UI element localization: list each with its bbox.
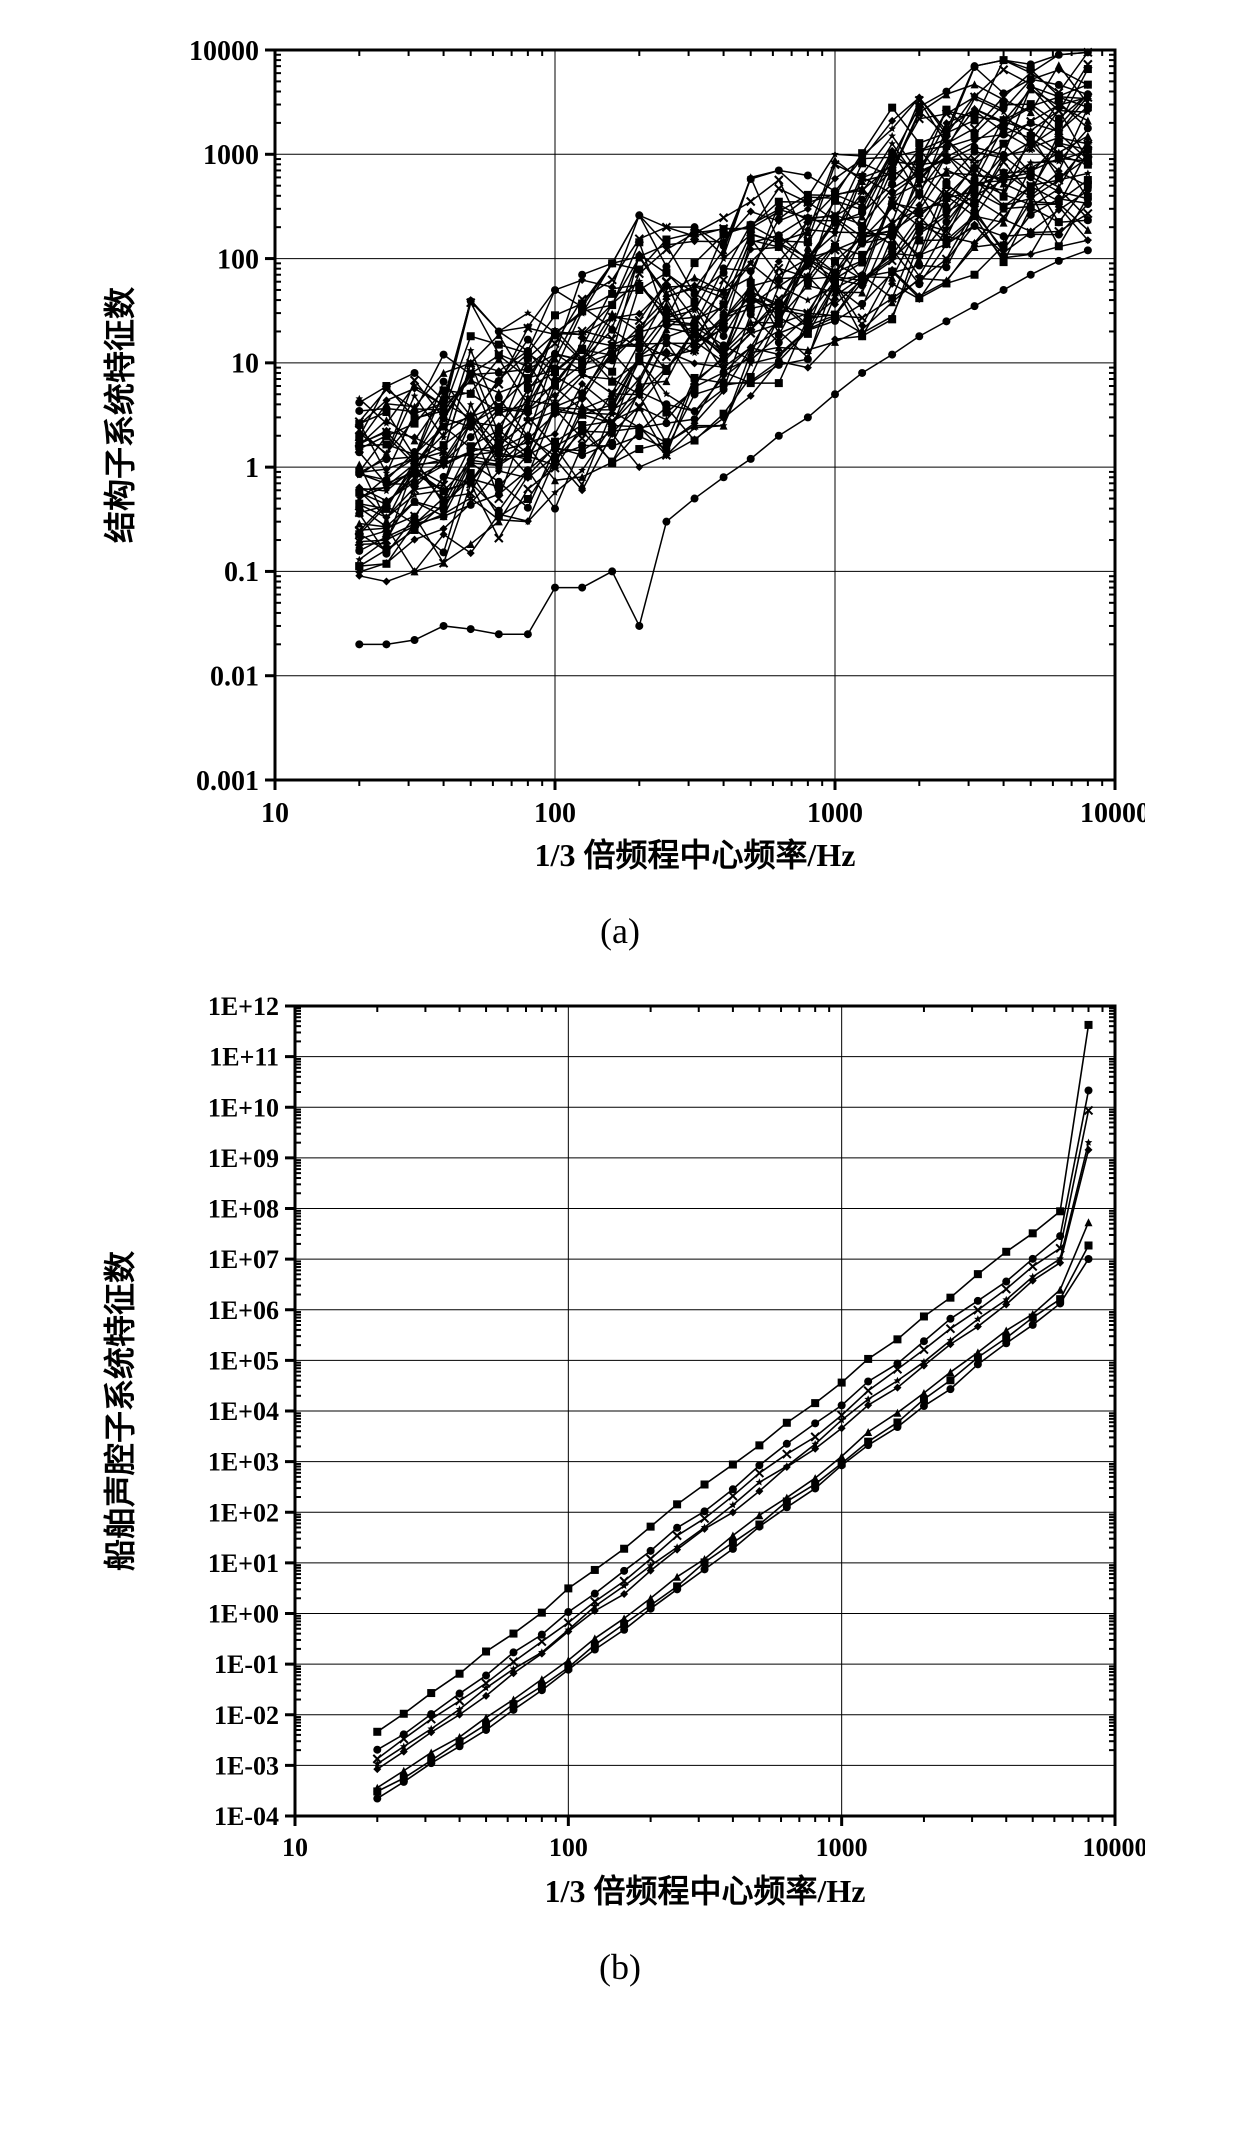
svg-text:1E+09: 1E+09 — [208, 1144, 279, 1173]
svg-text:1/3 倍频程中心频率/Hz: 1/3 倍频程中心频率/Hz — [535, 837, 856, 873]
svg-text:1000: 1000 — [807, 798, 863, 829]
svg-text:1E+02: 1E+02 — [208, 1498, 279, 1527]
chart-b-subcaption: (b) — [50, 1946, 1190, 1988]
svg-text:1E-02: 1E-02 — [214, 1701, 279, 1730]
svg-text:1E+05: 1E+05 — [208, 1346, 279, 1375]
svg-text:10000: 10000 — [1083, 1833, 1146, 1862]
svg-text:10: 10 — [282, 1833, 308, 1862]
svg-text:1: 1 — [245, 453, 259, 484]
svg-text:结构子系统特征数: 结构子系统特征数 — [102, 286, 138, 543]
svg-text:0.01: 0.01 — [210, 662, 259, 693]
svg-text:1000: 1000 — [816, 1833, 868, 1862]
svg-text:0.001: 0.001 — [196, 766, 259, 797]
svg-text:船舶声腔子系统特征数: 船舶声腔子系统特征数 — [102, 1250, 138, 1571]
svg-text:1E+12: 1E+12 — [208, 992, 279, 1021]
svg-text:1E+06: 1E+06 — [208, 1296, 279, 1325]
svg-text:1E+07: 1E+07 — [208, 1245, 279, 1274]
svg-text:1000: 1000 — [203, 140, 259, 171]
svg-text:10: 10 — [231, 349, 259, 380]
chart-a: 10 100 1000 10000 0.001 0.01 0.1 1 10 100 1000 1000… — [95, 30, 1145, 890]
svg-text:10000: 10000 — [189, 36, 259, 67]
svg-text:1/3 倍频程中心频率/Hz: 1/3 倍频程中心频率/Hz — [545, 1873, 866, 1909]
chart-b-container: 10 100 1000 10000 1E-04 1E-03 1E-02 1E-01 1E+00 1… — [95, 986, 1145, 1926]
page: 10 100 1000 10000 0.001 0.01 0.1 1 10 100 1000 1000… — [0, 0, 1240, 2062]
svg-text:1E+10: 1E+10 — [208, 1093, 279, 1122]
chart-a-container: 10 100 1000 10000 0.001 0.01 0.1 1 10 100 1000 1000… — [95, 30, 1145, 890]
svg-text:1E-03: 1E-03 — [214, 1751, 279, 1780]
svg-text:10: 10 — [261, 798, 289, 829]
svg-text:100: 100 — [217, 244, 259, 275]
svg-text:100: 100 — [534, 798, 576, 829]
chart-a-subcaption: (a) — [50, 910, 1190, 952]
svg-text:10000: 10000 — [1080, 798, 1145, 829]
svg-text:100: 100 — [549, 1833, 588, 1862]
svg-text:1E+04: 1E+04 — [208, 1397, 279, 1426]
svg-text:1E+08: 1E+08 — [208, 1195, 279, 1224]
svg-text:1E+00: 1E+00 — [208, 1600, 279, 1629]
svg-text:1E-04: 1E-04 — [214, 1802, 279, 1831]
svg-text:1E+03: 1E+03 — [208, 1448, 279, 1477]
svg-text:1E+01: 1E+01 — [208, 1549, 279, 1578]
svg-text:1E-01: 1E-01 — [214, 1650, 279, 1679]
svg-text:0.1: 0.1 — [224, 557, 259, 588]
chart-b: 10 100 1000 10000 1E-04 1E-03 1E-02 1E-01 1E+00 1… — [95, 986, 1145, 1926]
svg-text:1E+11: 1E+11 — [209, 1043, 279, 1072]
